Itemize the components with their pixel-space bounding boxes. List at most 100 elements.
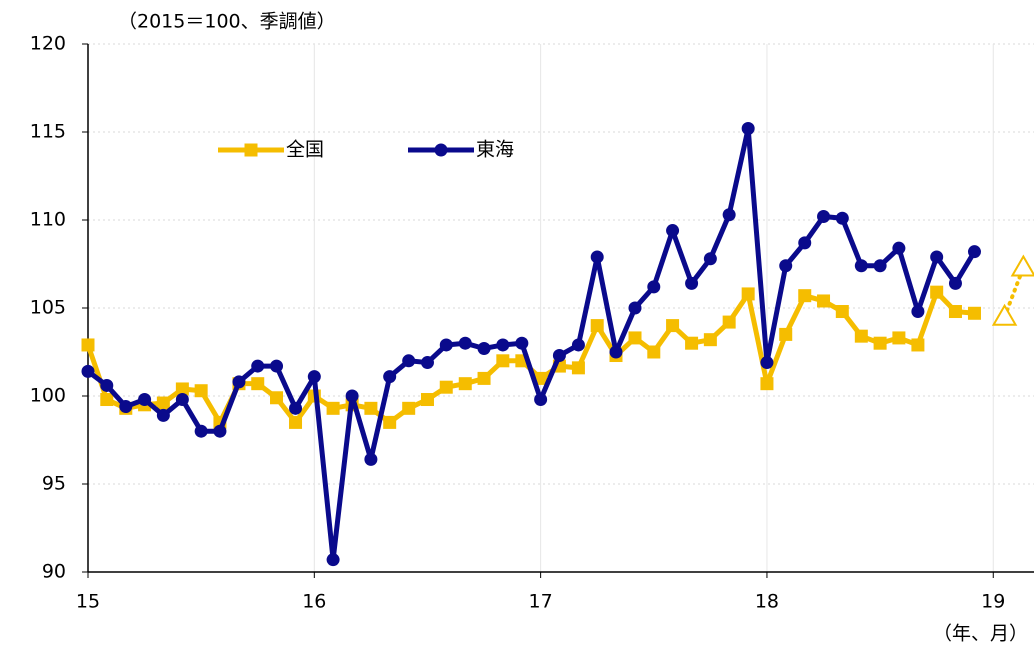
series-point: [534, 371, 548, 385]
series-point: [703, 333, 717, 347]
series-point: [477, 371, 491, 385]
series-point: [326, 401, 340, 415]
y-tick-label: 95: [42, 473, 66, 495]
legend-marker: [434, 143, 448, 157]
series-point: [156, 408, 170, 422]
series-point: [798, 289, 812, 303]
series-point: [873, 336, 887, 350]
forecast-point: [991, 303, 1018, 326]
series-point: [552, 349, 566, 363]
series-point: [911, 305, 925, 319]
series-point: [345, 389, 359, 403]
series-point: [779, 259, 793, 273]
series-point: [289, 401, 303, 415]
series-point: [835, 211, 849, 225]
series-point: [402, 354, 416, 368]
series-point: [534, 393, 548, 407]
series-point: [930, 250, 944, 264]
legend-label: 東海: [476, 139, 514, 161]
series-point: [930, 285, 944, 299]
series-point: [477, 341, 491, 355]
series-point: [307, 370, 321, 384]
series-point: [458, 377, 472, 391]
series-point: [817, 294, 831, 308]
y-tick-label: 115: [30, 121, 66, 143]
series-point: [685, 336, 699, 350]
y-tick-label: 120: [30, 33, 66, 55]
series-point: [100, 378, 114, 392]
series-point: [817, 209, 831, 223]
series-point: [892, 331, 906, 345]
series-point: [647, 280, 661, 294]
x-tick-label: 16: [302, 591, 326, 613]
series-point: [138, 393, 152, 407]
series-point: [590, 250, 604, 264]
series-point: [496, 354, 510, 368]
series-point: [232, 375, 246, 389]
series-point: [270, 359, 284, 373]
y-tick-label: 105: [30, 297, 66, 319]
series-point: [854, 259, 868, 273]
y-tick-label: 100: [30, 385, 66, 407]
series-point: [948, 305, 962, 319]
series-point: [571, 361, 585, 375]
series-point: [326, 553, 340, 567]
series-point: [647, 345, 661, 359]
series-point: [835, 305, 849, 319]
y-tick-label: 90: [42, 561, 66, 583]
series-point: [420, 393, 434, 407]
y-tick-label: 110: [30, 209, 66, 231]
series-point: [798, 236, 812, 250]
series-point: [402, 401, 416, 415]
series-point: [779, 327, 793, 341]
x-tick-label: 18: [755, 591, 779, 613]
series-point: [967, 306, 981, 320]
series-point: [496, 338, 510, 352]
series-point: [364, 452, 378, 466]
series-point: [81, 338, 95, 352]
series-point: [741, 287, 755, 301]
series-point: [760, 356, 774, 370]
series-point: [948, 276, 962, 290]
series-point: [892, 241, 906, 255]
series-point: [289, 415, 303, 429]
series-point: [571, 338, 585, 352]
series-point: [703, 252, 717, 266]
series-point: [439, 338, 453, 352]
series-point: [666, 224, 680, 238]
series-point: [383, 370, 397, 384]
series-point: [364, 401, 378, 415]
series-point: [420, 356, 434, 370]
series-point: [515, 336, 529, 350]
series-point: [194, 384, 208, 398]
series-point: [911, 338, 925, 352]
series-point: [100, 393, 114, 407]
x-unit-label: （年、月）: [933, 623, 1028, 645]
series-point: [628, 301, 642, 315]
series-point: [685, 276, 699, 290]
series-point: [760, 377, 774, 391]
forecast-point: [1010, 254, 1034, 277]
x-tick-label: 17: [529, 591, 553, 613]
series-point: [439, 380, 453, 394]
series-point: [741, 121, 755, 135]
x-tick-label: 19: [981, 591, 1005, 613]
series-point: [722, 315, 736, 329]
series-point: [175, 393, 189, 407]
series-point: [251, 359, 265, 373]
series-line: [86, 125, 977, 563]
legend-label: 全国: [286, 139, 324, 161]
series-point: [722, 208, 736, 222]
series-point: [383, 415, 397, 429]
series-point: [873, 259, 887, 273]
series-point: [854, 329, 868, 343]
y-unit-label: （2015＝100、季調値）: [118, 11, 336, 33]
series-point: [666, 319, 680, 333]
series-point: [967, 245, 981, 259]
x-tick-label: 15: [76, 591, 100, 613]
series-point: [590, 319, 604, 333]
series-point: [628, 331, 642, 345]
series-point: [270, 391, 284, 405]
series-point: [458, 336, 472, 350]
series-point: [609, 345, 623, 359]
